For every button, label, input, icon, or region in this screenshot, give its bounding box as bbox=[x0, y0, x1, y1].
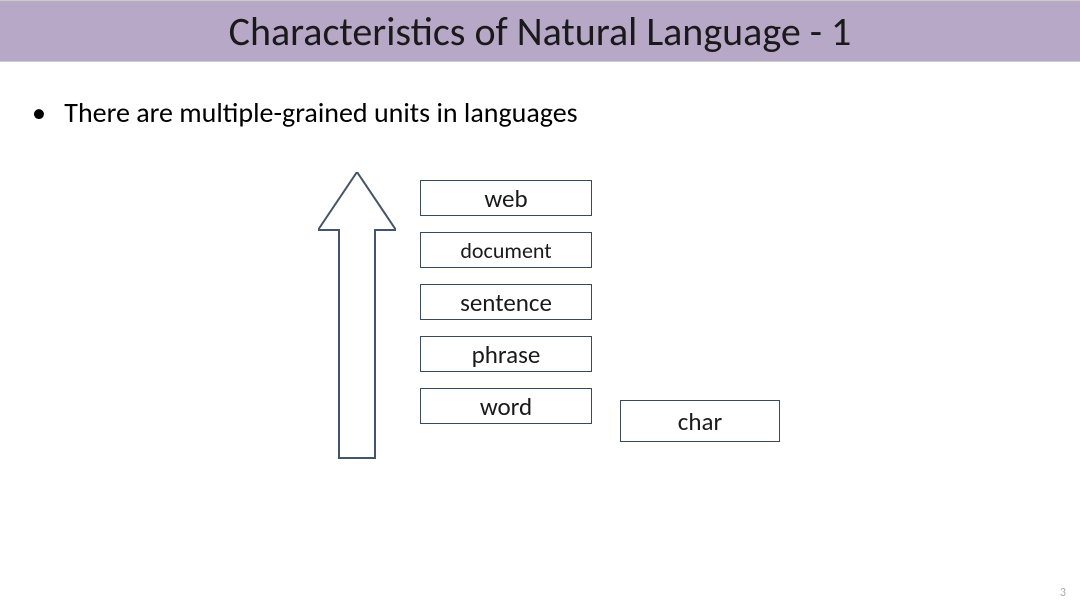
page-number: 3 bbox=[1060, 586, 1066, 600]
box-sentence: sentence bbox=[420, 284, 592, 320]
box-label: web bbox=[484, 183, 527, 214]
box-label: sentence bbox=[460, 287, 552, 318]
box-word: word bbox=[420, 388, 592, 424]
box-label: char bbox=[678, 406, 722, 437]
title-bar: Characteristics of Natural Language - 1 bbox=[0, 0, 1080, 62]
box-label: document bbox=[460, 237, 551, 264]
box-phrase: phrase bbox=[420, 336, 592, 372]
bullet-point: There are multiple-grained units in lang… bbox=[32, 95, 578, 130]
slide-title: Characteristics of Natural Language - 1 bbox=[229, 7, 852, 56]
up-arrow-icon bbox=[318, 172, 396, 460]
box-label: phrase bbox=[472, 339, 541, 370]
box-char: char bbox=[620, 400, 780, 442]
box-document: document bbox=[420, 232, 592, 268]
bullet-text: There are multiple-grained units in lang… bbox=[64, 95, 577, 130]
hierarchy-boxes: web document sentence phrase word bbox=[420, 180, 592, 424]
box-web: web bbox=[420, 180, 592, 216]
box-label: word bbox=[480, 391, 532, 422]
